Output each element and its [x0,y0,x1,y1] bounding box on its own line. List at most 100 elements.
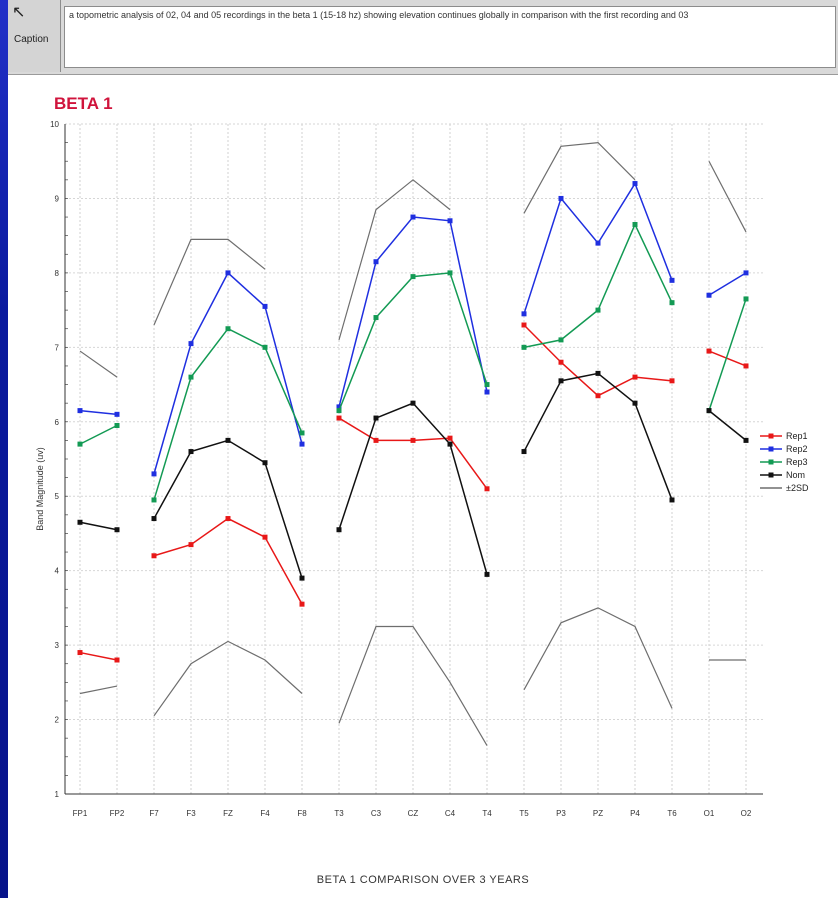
series-line [338,179,451,341]
legend-swatch [760,486,782,489]
data-point [336,404,342,410]
data-point [410,437,416,443]
series-line [708,298,747,411]
x-tick-label: FP2 [110,809,125,818]
legend-item: Rep1 [760,429,808,442]
data-point [595,307,601,313]
data-point [188,449,194,455]
data-point [669,497,675,503]
document-window: ↖ Caption a topometric analysis of 02, 0… [8,0,838,898]
x-tick-label: C4 [445,809,456,818]
caption-text-field[interactable]: a topometric analysis of 02, 04 and 05 r… [64,6,836,68]
data-point [632,374,638,380]
data-point [262,460,268,466]
data-point [447,441,453,447]
series-line [708,160,747,233]
series-line [708,272,747,296]
data-point [299,575,305,581]
legend-item: Nom [760,468,808,481]
series-line [79,424,118,445]
series-line [153,327,303,501]
data-point [151,553,157,559]
data-point [373,437,379,443]
series-line [338,625,488,746]
legend-label: Rep2 [786,443,808,454]
series-line [79,521,118,531]
y-tick-label: 2 [55,716,60,725]
series-line [79,685,118,695]
data-point [373,259,379,265]
data-point [521,311,527,317]
legend-item: Rep3 [760,455,808,468]
data-point [262,534,268,540]
data-point [484,486,490,492]
data-point [706,292,712,298]
data-point [299,441,305,447]
x-tick-label: F8 [297,809,307,818]
chart-title: BETA 1 [54,94,113,113]
data-point [336,415,342,421]
data-point [151,471,157,477]
data-point [706,348,712,354]
data-point [743,363,749,369]
y-tick-label: 10 [50,120,59,129]
y-tick-label: 9 [55,194,60,203]
data-point [336,408,342,414]
data-point [521,344,527,350]
series-line [708,350,747,367]
series-line [153,238,266,326]
series-line [79,350,118,378]
data-point [77,650,83,656]
data-point [558,378,564,384]
data-point [77,441,83,447]
x-tick-label: F7 [149,809,159,818]
data-point [114,411,120,417]
x-tick-label: P3 [556,809,566,818]
data-point [151,497,157,503]
legend-label: Rep1 [786,430,808,441]
cursor-arrow-icon: ↖ [12,4,26,21]
data-point [484,382,490,388]
data-point [484,571,490,577]
data-point [706,408,712,414]
data-point [188,542,194,548]
data-point [77,408,83,414]
data-point [669,378,675,384]
data-point [410,274,416,280]
chart-area: 1 2 3 4 5 6 7 8 9 10 FP1 FP2 F7 F3 FZ F4 F8 T3 C3 CZ C4 T4 T5 P… [8,74,838,898]
data-point [77,519,83,525]
x-tick-label: F3 [186,809,196,818]
x-tick-label: T5 [519,809,529,818]
data-point [632,222,638,227]
data-point [262,344,268,350]
legend-label: Nom [786,469,806,480]
x-tick-label: T4 [482,809,492,818]
legend-swatch [760,446,782,451]
data-point [225,270,231,276]
data-point [521,449,527,455]
caption-button[interactable]: ↖ Caption [8,0,61,72]
y-tick-label: 8 [55,269,60,278]
figure-caption: BETA 1 COMPARISON OVER 3 YEARS [316,874,530,886]
y-axis-label: Band Magnitude (uv) [35,447,45,531]
legend-swatch [760,472,782,477]
data-point [114,657,120,663]
y-tick-label: 6 [55,418,60,427]
data-point [225,437,231,443]
data-point [151,516,157,522]
data-point [669,300,675,306]
data-point [225,516,231,522]
legend-label: ±2SD [786,482,809,493]
data-point [632,181,638,187]
data-point [373,315,379,321]
data-point [447,218,453,224]
legend-swatch [760,459,782,464]
data-point [632,400,638,406]
x-tick-label: FZ [223,809,233,818]
caption-toolbar: ↖ Caption a topometric analysis of 02, 0… [8,0,838,75]
line-chart: 1 2 3 4 5 6 7 8 9 10 FP1 FP2 F7 F3 FZ F4 F8 T3 C3 CZ C4 T4 T5 P… [35,120,763,818]
data-point [447,270,453,276]
data-point [743,437,749,443]
data-point [336,527,342,533]
x-tick-label: FP1 [73,809,88,818]
